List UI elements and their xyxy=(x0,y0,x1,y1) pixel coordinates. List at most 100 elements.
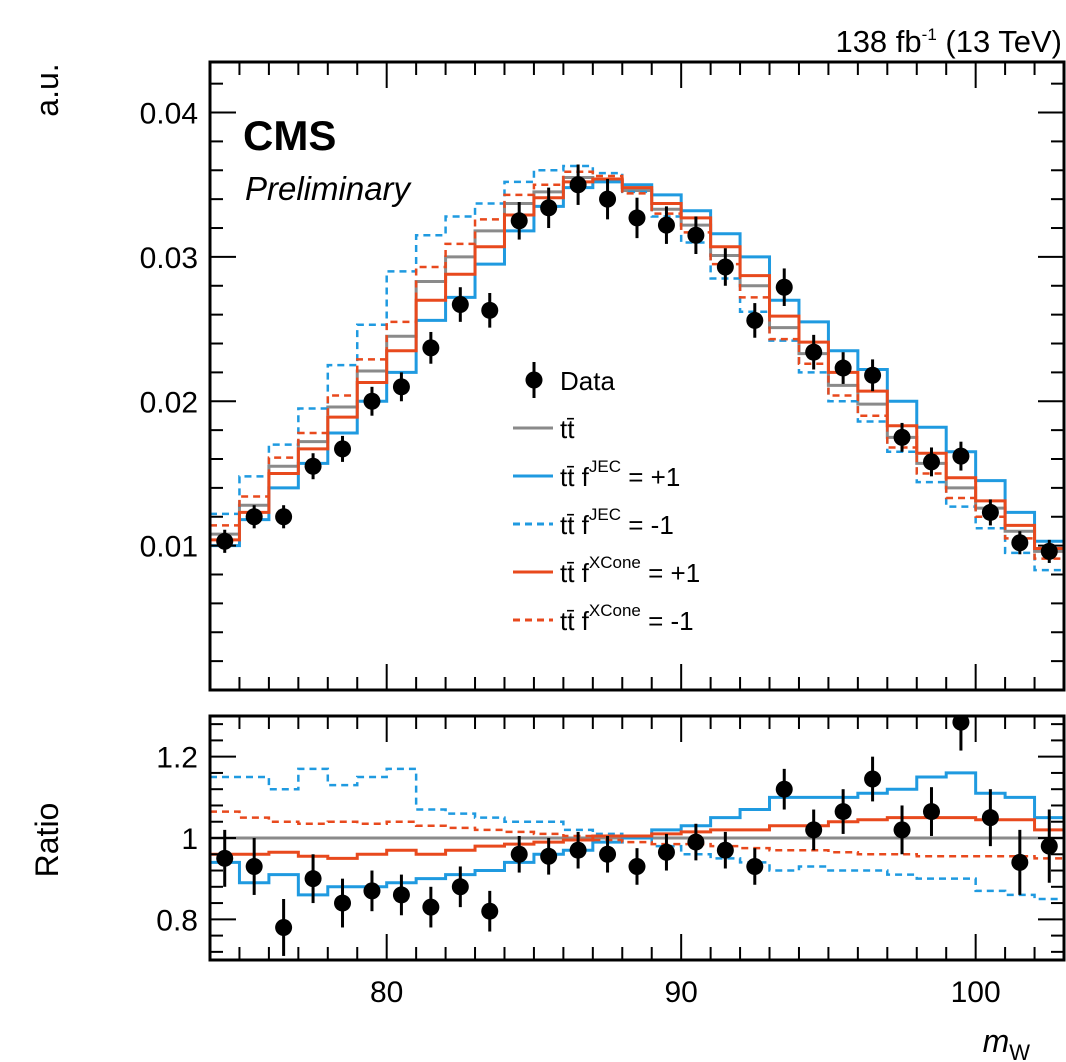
main-data-point xyxy=(304,457,322,475)
ratio-data-point xyxy=(805,821,823,839)
ratio-data-point xyxy=(1011,853,1029,871)
ratio-ylabel: Ratio xyxy=(29,803,65,878)
ratio-data-point xyxy=(922,803,940,821)
ratio-series-5 xyxy=(210,810,1064,860)
main-data-point xyxy=(599,190,617,208)
main-data-point xyxy=(864,366,882,384)
ratio-data-point xyxy=(1040,837,1058,855)
main-ytick-label: 0.03 xyxy=(140,242,198,275)
ratio-data-point xyxy=(304,870,322,888)
main-data-point xyxy=(981,503,999,521)
status-label: Preliminary xyxy=(245,170,413,207)
ratio-data-point xyxy=(275,918,293,936)
ratio-data-point xyxy=(893,821,911,839)
main-data-point xyxy=(805,343,823,361)
main-series-5 xyxy=(210,170,1064,560)
ratio-data-point xyxy=(363,882,381,900)
x-axis-title-sub: W xyxy=(1009,1040,1030,1062)
main-data-point xyxy=(952,447,970,465)
legend-label: tt̄ xyxy=(560,414,575,444)
lumi-exponent: -1 xyxy=(922,25,937,44)
lumi-number: 138 fb xyxy=(835,24,921,59)
ratio-data-point xyxy=(716,841,734,859)
ratio-xtick-label: 80 xyxy=(370,976,403,1009)
ratio-panel: 80 90 100 0.8 1 1.2 xyxy=(156,714,1066,1009)
legend-marker-point xyxy=(525,371,543,389)
main-data-point xyxy=(834,359,852,377)
lumi-energy: (13 TeV) xyxy=(937,24,1062,59)
main-data-point xyxy=(716,258,734,276)
ratio-data-point xyxy=(245,857,263,875)
main-data-point xyxy=(510,212,528,230)
main-data-point xyxy=(1040,542,1058,560)
main-data-point xyxy=(245,508,263,526)
ratio-data-point xyxy=(510,845,528,863)
main-data-point xyxy=(687,226,705,244)
main-frame xyxy=(208,60,1066,692)
main-series-4 xyxy=(210,177,1064,551)
legend-entry-2: tt̄ fJEC = +1 xyxy=(513,457,680,492)
ratio-data-point xyxy=(540,847,558,865)
legend-label: tt̄ fXCone = +1 xyxy=(560,553,700,588)
ratio-data-point xyxy=(481,902,499,920)
ratio-data-point xyxy=(392,886,410,904)
legend-label: tt̄ fJEC = -1 xyxy=(560,505,674,540)
legend-entry-0: Data xyxy=(525,362,615,398)
ratio-ytick-label: 1.2 xyxy=(156,742,198,775)
main-data-point xyxy=(392,378,410,396)
ratio-data-point xyxy=(834,803,852,821)
experiment-label: CMS xyxy=(243,112,336,159)
main-ytick-label: 0.04 xyxy=(140,98,198,131)
ratio-xtick-label: 90 xyxy=(664,976,697,1009)
main-data-point xyxy=(628,209,646,227)
ratio-series-4 xyxy=(210,816,1064,860)
legend-entry-1: tt̄ xyxy=(513,414,575,444)
legend-entry-5: tt̄ fXCone = -1 xyxy=(513,601,694,636)
main-data-point xyxy=(657,216,675,234)
main-plot-area xyxy=(210,164,1064,572)
main-data-point xyxy=(1011,534,1029,552)
ratio-data-point xyxy=(981,809,999,827)
main-data-point xyxy=(775,278,793,296)
legend: Data tt̄ tt̄ fJEC = +1 tt̄ fJEC = -1 tt̄ fXC… xyxy=(513,362,700,636)
ratio-data-point xyxy=(569,841,587,859)
main-panel: 0.01 0.02 0.03 0.04 xyxy=(140,60,1066,692)
main-data-point xyxy=(275,508,293,526)
ratio-xtick-label: 100 xyxy=(951,976,1001,1009)
main-data-point xyxy=(746,311,764,329)
legend-entry-3: tt̄ fJEC = -1 xyxy=(513,505,674,540)
x-axis-title-main: m xyxy=(983,1023,1010,1059)
main-ylabel: a.u. xyxy=(29,63,65,116)
main-series-3 xyxy=(210,164,1064,572)
main-data-point xyxy=(481,301,499,319)
main-data-point xyxy=(216,532,234,550)
ratio-data-point xyxy=(952,716,970,731)
ratio-data-point xyxy=(599,845,617,863)
ratio-data-point xyxy=(657,843,675,861)
main-ytick-label: 0.01 xyxy=(140,531,198,564)
ratio-data-point xyxy=(746,857,764,875)
ratio-data-point xyxy=(687,833,705,851)
main-data-point xyxy=(363,392,381,410)
ratio-ytick-label: 0.8 xyxy=(156,904,198,937)
ratio-data-point xyxy=(628,857,646,875)
x-axis-title: mW xyxy=(983,1023,1031,1062)
legend-label: tt̄ fJEC = +1 xyxy=(560,457,680,492)
main-data-point xyxy=(451,296,469,314)
ratio-data-point xyxy=(775,780,793,798)
legend-label: tt̄ fXCone = -1 xyxy=(560,601,694,636)
ratio-plot-area xyxy=(210,716,1064,956)
ratio-data-point xyxy=(334,894,352,912)
legend-label: Data xyxy=(560,366,615,396)
ratio-data-point xyxy=(451,878,469,896)
lumi-label: 138 fb-1 (13 TeV) xyxy=(835,24,1062,59)
ratio-ytick-label: 1 xyxy=(181,823,198,856)
ratio-data-point xyxy=(216,849,234,867)
legend-entry-4: tt̄ fXCone = +1 xyxy=(513,553,700,588)
main-data-point xyxy=(334,440,352,458)
main-ytick-label: 0.02 xyxy=(140,386,198,419)
ratio-data-point xyxy=(864,770,882,788)
main-data-point xyxy=(422,339,440,357)
main-data-point xyxy=(569,176,587,194)
